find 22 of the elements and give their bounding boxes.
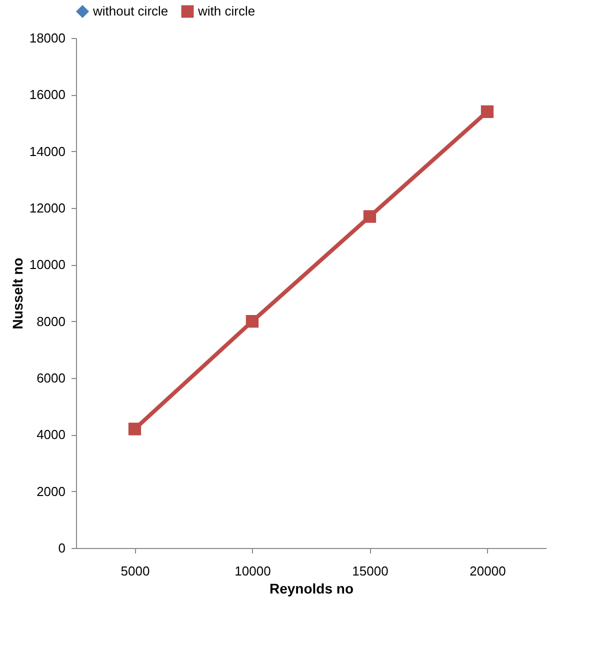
y-tick-label: 6000 <box>36 370 66 386</box>
x-tick-label: 5000 <box>120 564 150 578</box>
x-tick-label: 15000 <box>352 564 388 578</box>
legend-label: without circle <box>92 4 168 19</box>
y-tick-label: 16000 <box>29 87 66 102</box>
y-tick-label: 18000 <box>29 30 66 46</box>
point <box>363 210 376 223</box>
y-tick-label: 14000 <box>29 144 66 159</box>
y-tick-label: 0 <box>58 540 66 556</box>
y-tick-label: 2000 <box>36 484 66 499</box>
y-tick-label: 10000 <box>29 257 66 272</box>
x-tick-label: 20000 <box>470 564 506 578</box>
y-tick-label: 12000 <box>29 200 66 216</box>
point <box>246 315 259 328</box>
x-tick-label: 10000 <box>234 564 271 578</box>
y-tick-label: 4000 <box>36 427 66 442</box>
y-tick-label: 8000 <box>36 314 66 329</box>
legend-label: with circle <box>197 4 256 19</box>
point <box>128 422 142 436</box>
x-axis-title: Reynolds no <box>269 580 354 596</box>
y-axis-title: Nusselt no <box>9 258 26 330</box>
point <box>480 105 494 118</box>
